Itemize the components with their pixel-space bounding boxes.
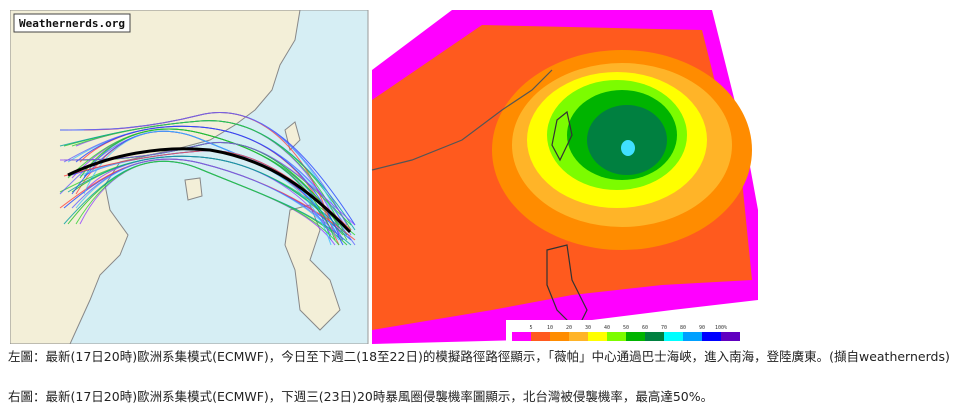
mainland bbox=[10, 10, 301, 344]
colorbar-label: 5 bbox=[529, 325, 532, 331]
colorbar-label: 30 bbox=[585, 325, 591, 331]
track bbox=[59, 142, 356, 226]
zone-70 bbox=[587, 105, 667, 175]
hainan bbox=[184, 177, 203, 201]
colorbar-swatch bbox=[664, 332, 683, 341]
caption: 左圖：最新(17日20時)歐洲系集模式(ECMWF)，今日至下週二(18至22日… bbox=[8, 349, 950, 364]
colorbar-swatch bbox=[645, 332, 664, 341]
colorbar-swatch bbox=[531, 332, 550, 341]
right-map: 5 10 20 30 40 50 60 70 80 90 100% bbox=[371, 10, 758, 344]
colorbar-swatch bbox=[588, 332, 607, 341]
colorbar-label: 50 bbox=[623, 325, 629, 331]
colorbar-label: 80 bbox=[680, 325, 686, 331]
figure: Weathernerds.org 5 10 20 30 40 50 60 70 80 90 100% bbox=[10, 10, 758, 344]
track bbox=[67, 155, 348, 236]
taiwan-outline bbox=[551, 110, 573, 162]
watermark: Weathernerds.org bbox=[19, 17, 125, 30]
colorbar-swatch bbox=[550, 332, 569, 341]
coastline bbox=[371, 69, 553, 171]
colorbar-swatch bbox=[721, 332, 740, 341]
left-map: Weathernerds.org bbox=[10, 10, 369, 344]
colorbar-label: 10 bbox=[547, 325, 553, 331]
track bbox=[67, 112, 348, 226]
colorbar-label: 20 bbox=[566, 325, 572, 331]
colorbar-label: 90 bbox=[699, 325, 705, 331]
colorbar-label: 70 bbox=[661, 325, 667, 331]
caption: 右圖：最新(17日20時)歐洲系集模式(ECMWF)，下週三(23日)20時暴風… bbox=[8, 389, 714, 404]
colorbar-swatch bbox=[512, 332, 531, 341]
watermark-box bbox=[13, 13, 131, 33]
zone-80 bbox=[621, 140, 635, 156]
track bbox=[75, 160, 340, 246]
colorbar-label: 60 bbox=[642, 325, 648, 331]
colorbar-swatch bbox=[626, 332, 645, 341]
colorbar-swatch bbox=[607, 332, 626, 341]
colorbar-swatch bbox=[702, 332, 721, 341]
colorbar: 5 10 20 30 40 50 60 70 80 90 100% bbox=[512, 325, 740, 341]
track bbox=[71, 158, 344, 241]
colorbar-swatch bbox=[683, 332, 702, 341]
colorbar-label: 100% bbox=[715, 325, 727, 331]
colorbar-swatch bbox=[569, 332, 588, 341]
colorbar-label: 40 bbox=[604, 325, 610, 331]
mean-track bbox=[67, 147, 352, 234]
track bbox=[71, 120, 344, 231]
